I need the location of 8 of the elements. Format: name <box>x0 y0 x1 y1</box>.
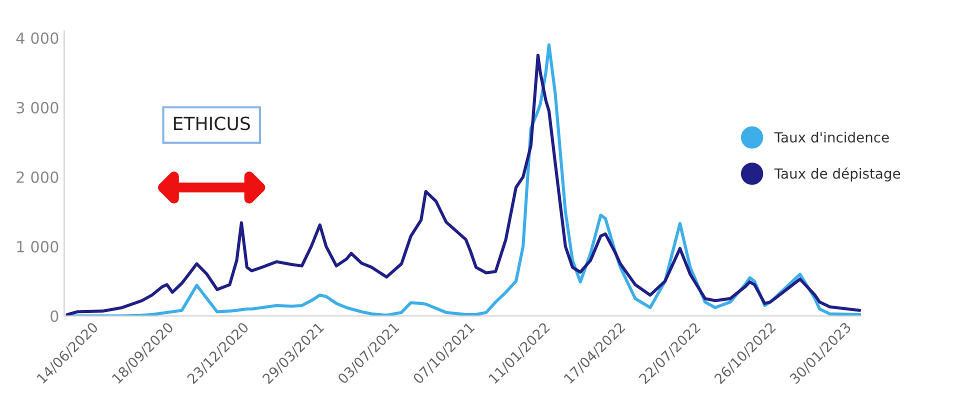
y-tick-label: 1 000 <box>17 240 58 252</box>
legend-label: Taux d'incidence <box>774 132 889 143</box>
annotation: ETHICUS <box>174 116 250 130</box>
y-tick-label: 4 000 <box>16 32 58 44</box>
legend-label: Taux de dépistage <box>774 167 900 182</box>
y-tick-label: 3 000 <box>16 102 58 114</box>
y-tick-label: 0 <box>50 310 58 322</box>
y-tick-label: 2 000 <box>16 171 58 183</box>
